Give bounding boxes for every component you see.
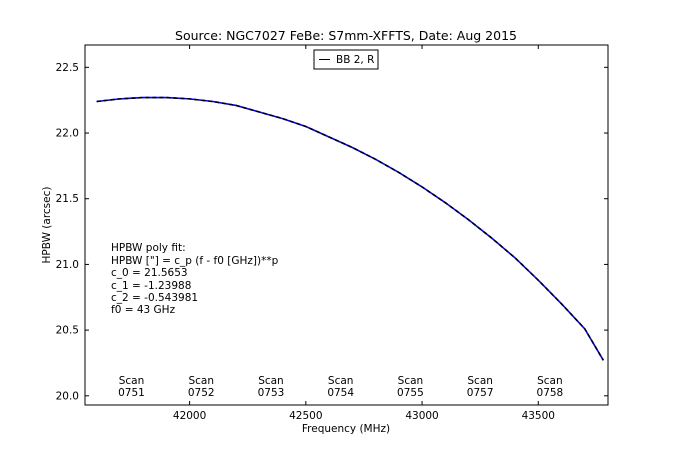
y-tick-label: 22.0	[56, 128, 79, 140]
fit-line-0: HPBW poly fit:	[111, 242, 186, 254]
fit-line-1: HPBW ["] = c_p (f - f0 [GHz])**p	[111, 255, 279, 267]
y-axis-label: HPBW (arcsec)	[41, 187, 53, 264]
y-tick-label: 21.5	[56, 193, 79, 205]
scan-labels: Scan0751Scan0752Scan0753Scan0754Scan0755…	[118, 375, 563, 399]
fit-line-3: c_1 = -1.23988	[111, 280, 191, 292]
x-tick-label: 43000	[405, 410, 438, 422]
y-tick-label: 21.0	[56, 259, 79, 271]
scan-id: 0751	[118, 387, 145, 399]
x-tick-label: 42500	[289, 410, 322, 422]
series-group	[96, 96, 605, 361]
scan-id: 0758	[537, 387, 564, 399]
scan-label: Scan	[537, 375, 563, 387]
x-tick-label: 43500	[522, 410, 555, 422]
fit-annotation: HPBW poly fit: HPBW ["] = c_p (f - f0 [G…	[111, 242, 279, 316]
y-tick-label: 22.5	[56, 62, 79, 74]
scan-label: Scan	[467, 375, 493, 387]
legend: BB 2, R	[313, 49, 379, 70]
scan-label: Scan	[328, 375, 354, 387]
series-line	[96, 96, 605, 361]
y-tick-label: 20.5	[56, 325, 79, 337]
scan-label: Scan	[119, 375, 145, 387]
fit-line-5: f0 = 43 GHz	[111, 304, 176, 316]
plot-frame	[84, 44, 609, 406]
fit-line	[96, 96, 605, 361]
scan-label: Scan	[258, 375, 284, 387]
x-tick-label: 42000	[173, 410, 206, 422]
scan-id: 0753	[258, 387, 285, 399]
axis-ticks: 42000 42500 43000 43500 20.0 20.5 21.0 21.5 22.0…	[56, 45, 608, 422]
legend-entry-label: BB 2, R	[336, 54, 374, 66]
scan-label: Scan	[188, 375, 214, 387]
y-tick-label: 20.0	[56, 390, 79, 402]
scan-label: Scan	[398, 375, 424, 387]
scan-id: 0757	[467, 387, 494, 399]
fit-line-2: c_0 = 21.5653	[111, 267, 188, 279]
legend-box	[313, 49, 379, 70]
fit-line-4: c_2 = -0.543981	[111, 292, 198, 304]
scan-id: 0754	[327, 387, 354, 399]
x-axis-label: Frequency (MHz)	[302, 423, 390, 435]
scan-id: 0755	[397, 387, 424, 399]
scan-id: 0752	[188, 387, 215, 399]
chart-title: Source: NGC7027 FeBe: S7mm-XFFTS, Date: …	[175, 28, 517, 43]
